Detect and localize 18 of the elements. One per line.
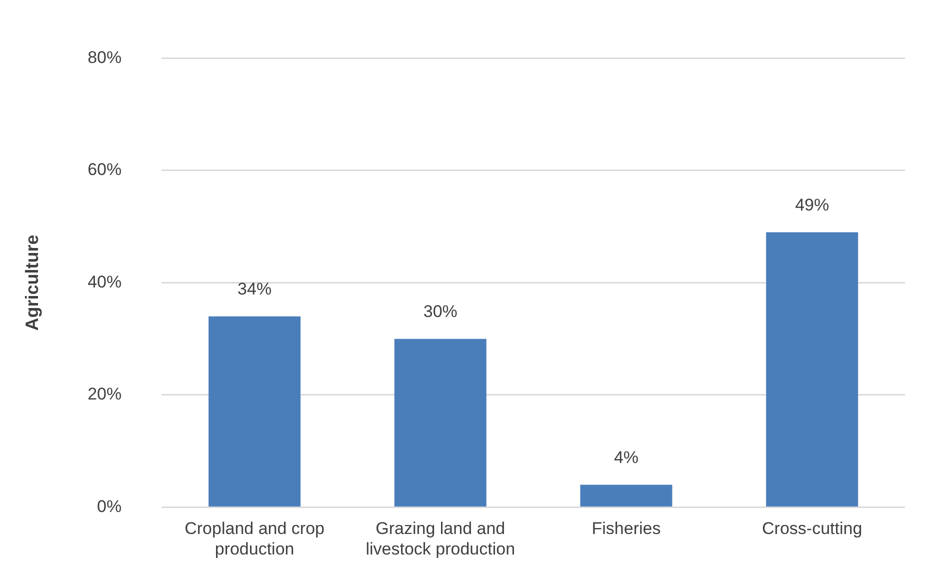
bar [394,338,486,506]
data-label: 34% [238,280,272,299]
y-tick-label: 0% [97,496,122,516]
data-label: 4% [614,448,639,467]
y-tick-label: 20% [88,384,122,404]
bar [208,316,301,506]
y-axis-title: Agriculture [22,234,42,331]
y-tick-label: 80% [88,48,122,67]
x-tick-label: Grazing land and livestock production [366,519,516,558]
data-label: 49% [795,195,830,214]
x-tick-label: Fisheries [592,519,661,538]
bar [580,484,672,506]
data-label: 30% [423,302,458,322]
x-tick-label: Cross-cutting [762,519,862,538]
y-tick-label: 60% [88,160,122,180]
x-tick-label: Cropland and crop production [184,519,324,558]
bar [766,232,858,506]
y-tick-label: 40% [88,272,122,292]
